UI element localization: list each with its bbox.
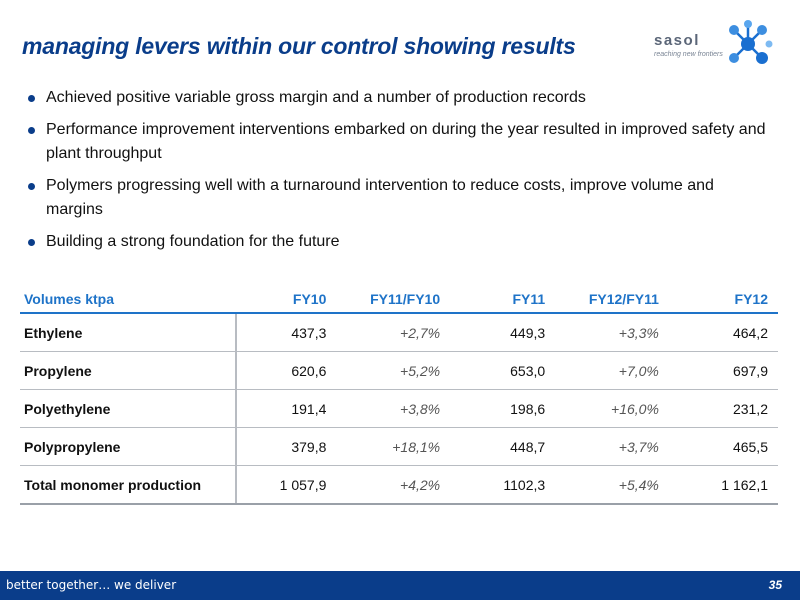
table-cell: +3,3%: [555, 313, 669, 352]
bullet-item: Performance improvement interventions em…: [28, 118, 773, 166]
logo-wordmark: sasol: [654, 32, 700, 49]
bullet-text: Building a strong foundation for the fut…: [46, 233, 340, 250]
table-cell: +7,0%: [555, 351, 669, 390]
table-cell: 653,0: [450, 351, 556, 390]
molecule-icon: [729, 20, 773, 64]
table-cell: 1 057,9: [236, 465, 337, 505]
column-header: FY11/FY10: [336, 286, 451, 314]
table-cell: 231,2: [668, 389, 778, 428]
table-cell: 697,9: [668, 351, 778, 390]
slide-title: managing levers within our control showi…: [22, 33, 576, 59]
table-cell: 449,3: [450, 313, 556, 352]
table-cell: +3,8%: [336, 389, 451, 428]
table-cell: +3,7%: [555, 427, 669, 466]
footer-tagline: better together… we deliver: [6, 578, 177, 592]
table-cell: 620,6: [236, 351, 337, 390]
table-cell: +16,0%: [555, 389, 669, 428]
table-cell: 379,8: [236, 427, 337, 466]
bullet-text: Polymers progressing well with a turnaro…: [46, 177, 714, 218]
table-cell: 198,6: [450, 389, 556, 428]
column-header: FY12/FY11: [555, 286, 669, 314]
table-row-total: Total monomer production 1 057,9 +4,2% 1…: [20, 465, 778, 505]
table-row: Polyethylene 191,4 +3,8% 198,6 +16,0% 23…: [20, 389, 778, 428]
volumes-table: Volumes ktpa FY10 FY11/FY10 FY11 FY12/FY…: [20, 286, 778, 505]
table-cell: 465,5: [668, 427, 778, 466]
bullet-list: Achieved positive variable gross margin …: [28, 86, 773, 262]
bullet-dot-icon: [28, 127, 35, 134]
bullet-dot-icon: [28, 183, 35, 190]
row-label: Propylene: [20, 351, 238, 390]
table-cell: +2,7%: [336, 313, 451, 352]
logo-tagline: reaching new frontiers: [654, 51, 723, 58]
table-cell: 191,4: [236, 389, 337, 428]
bullet-text: Performance improvement interventions em…: [46, 121, 766, 162]
column-header: FY11: [450, 286, 556, 314]
bullet-item: Building a strong foundation for the fut…: [28, 230, 773, 254]
row-label: Polyethylene: [20, 389, 238, 428]
table-cell: +5,2%: [336, 351, 451, 390]
table-cell: 1 162,1: [668, 465, 778, 505]
table-cell: 1102,3: [450, 465, 556, 505]
footer-bar: better together… we deliver 35: [0, 571, 800, 600]
row-label: Polypropylene: [20, 427, 238, 466]
sasol-logo: sasol reaching new frontiers: [650, 18, 780, 70]
table-cell: 464,2: [668, 313, 778, 352]
bullet-dot-icon: [28, 239, 35, 246]
table-cell: +5,4%: [555, 465, 669, 505]
table-row: Ethylene 437,3 +2,7% 449,3 +3,3% 464,2: [20, 313, 778, 352]
table-cell: 437,3: [236, 313, 337, 352]
table-cell: 448,7: [450, 427, 556, 466]
bullet-item: Polymers progressing well with a turnaro…: [28, 174, 773, 222]
column-header: FY10: [236, 286, 337, 314]
row-label: Total monomer production: [20, 465, 238, 505]
bullet-dot-icon: [28, 95, 35, 102]
row-label: Ethylene: [20, 313, 238, 352]
bullet-item: Achieved positive variable gross margin …: [28, 86, 773, 110]
column-header: FY12: [668, 286, 778, 314]
table-header-row: Volumes ktpa FY10 FY11/FY10 FY11 FY12/FY…: [20, 286, 778, 314]
table-cell: +18,1%: [336, 427, 451, 466]
table-cell: +4,2%: [336, 465, 451, 505]
column-header: Volumes ktpa: [20, 286, 237, 314]
table-row: Polypropylene 379,8 +18,1% 448,7 +3,7% 4…: [20, 427, 778, 466]
page-number: 35: [768, 578, 782, 592]
bullet-text: Achieved positive variable gross margin …: [46, 89, 586, 106]
table-row: Propylene 620,6 +5,2% 653,0 +7,0% 697,9: [20, 351, 778, 390]
